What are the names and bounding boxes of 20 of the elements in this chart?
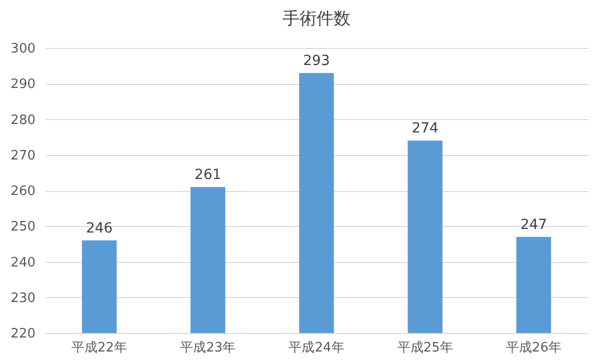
data-label: 293 — [303, 52, 330, 69]
data-label: 274 — [412, 120, 439, 137]
y-tick-label: 230 — [10, 290, 36, 306]
y-tick-label: 220 — [10, 326, 36, 342]
chart-title: 手術件数 — [282, 9, 350, 29]
data-label: 261 — [194, 166, 222, 183]
y-tick-label: 250 — [10, 220, 36, 235]
y-tick-label: 300 — [10, 42, 36, 56]
data-label: 246 — [86, 220, 113, 236]
x-tick-label: 平成23年 — [180, 340, 236, 356]
x-tick-label: 平成26年 — [506, 340, 562, 356]
y-tick-label: 280 — [10, 112, 36, 128]
y-tick-label: 240 — [10, 255, 36, 270]
y-tick-label: 270 — [10, 148, 36, 164]
x-tick-label: 平成25年 — [397, 340, 453, 356]
data-label: 247 — [520, 216, 548, 233]
x-tick-label: 平成22年 — [72, 340, 128, 356]
y-tick-label: 260 — [10, 184, 36, 199]
x-tick-label: 平成24年 — [288, 340, 344, 356]
y-tick-label: 290 — [10, 77, 36, 92]
